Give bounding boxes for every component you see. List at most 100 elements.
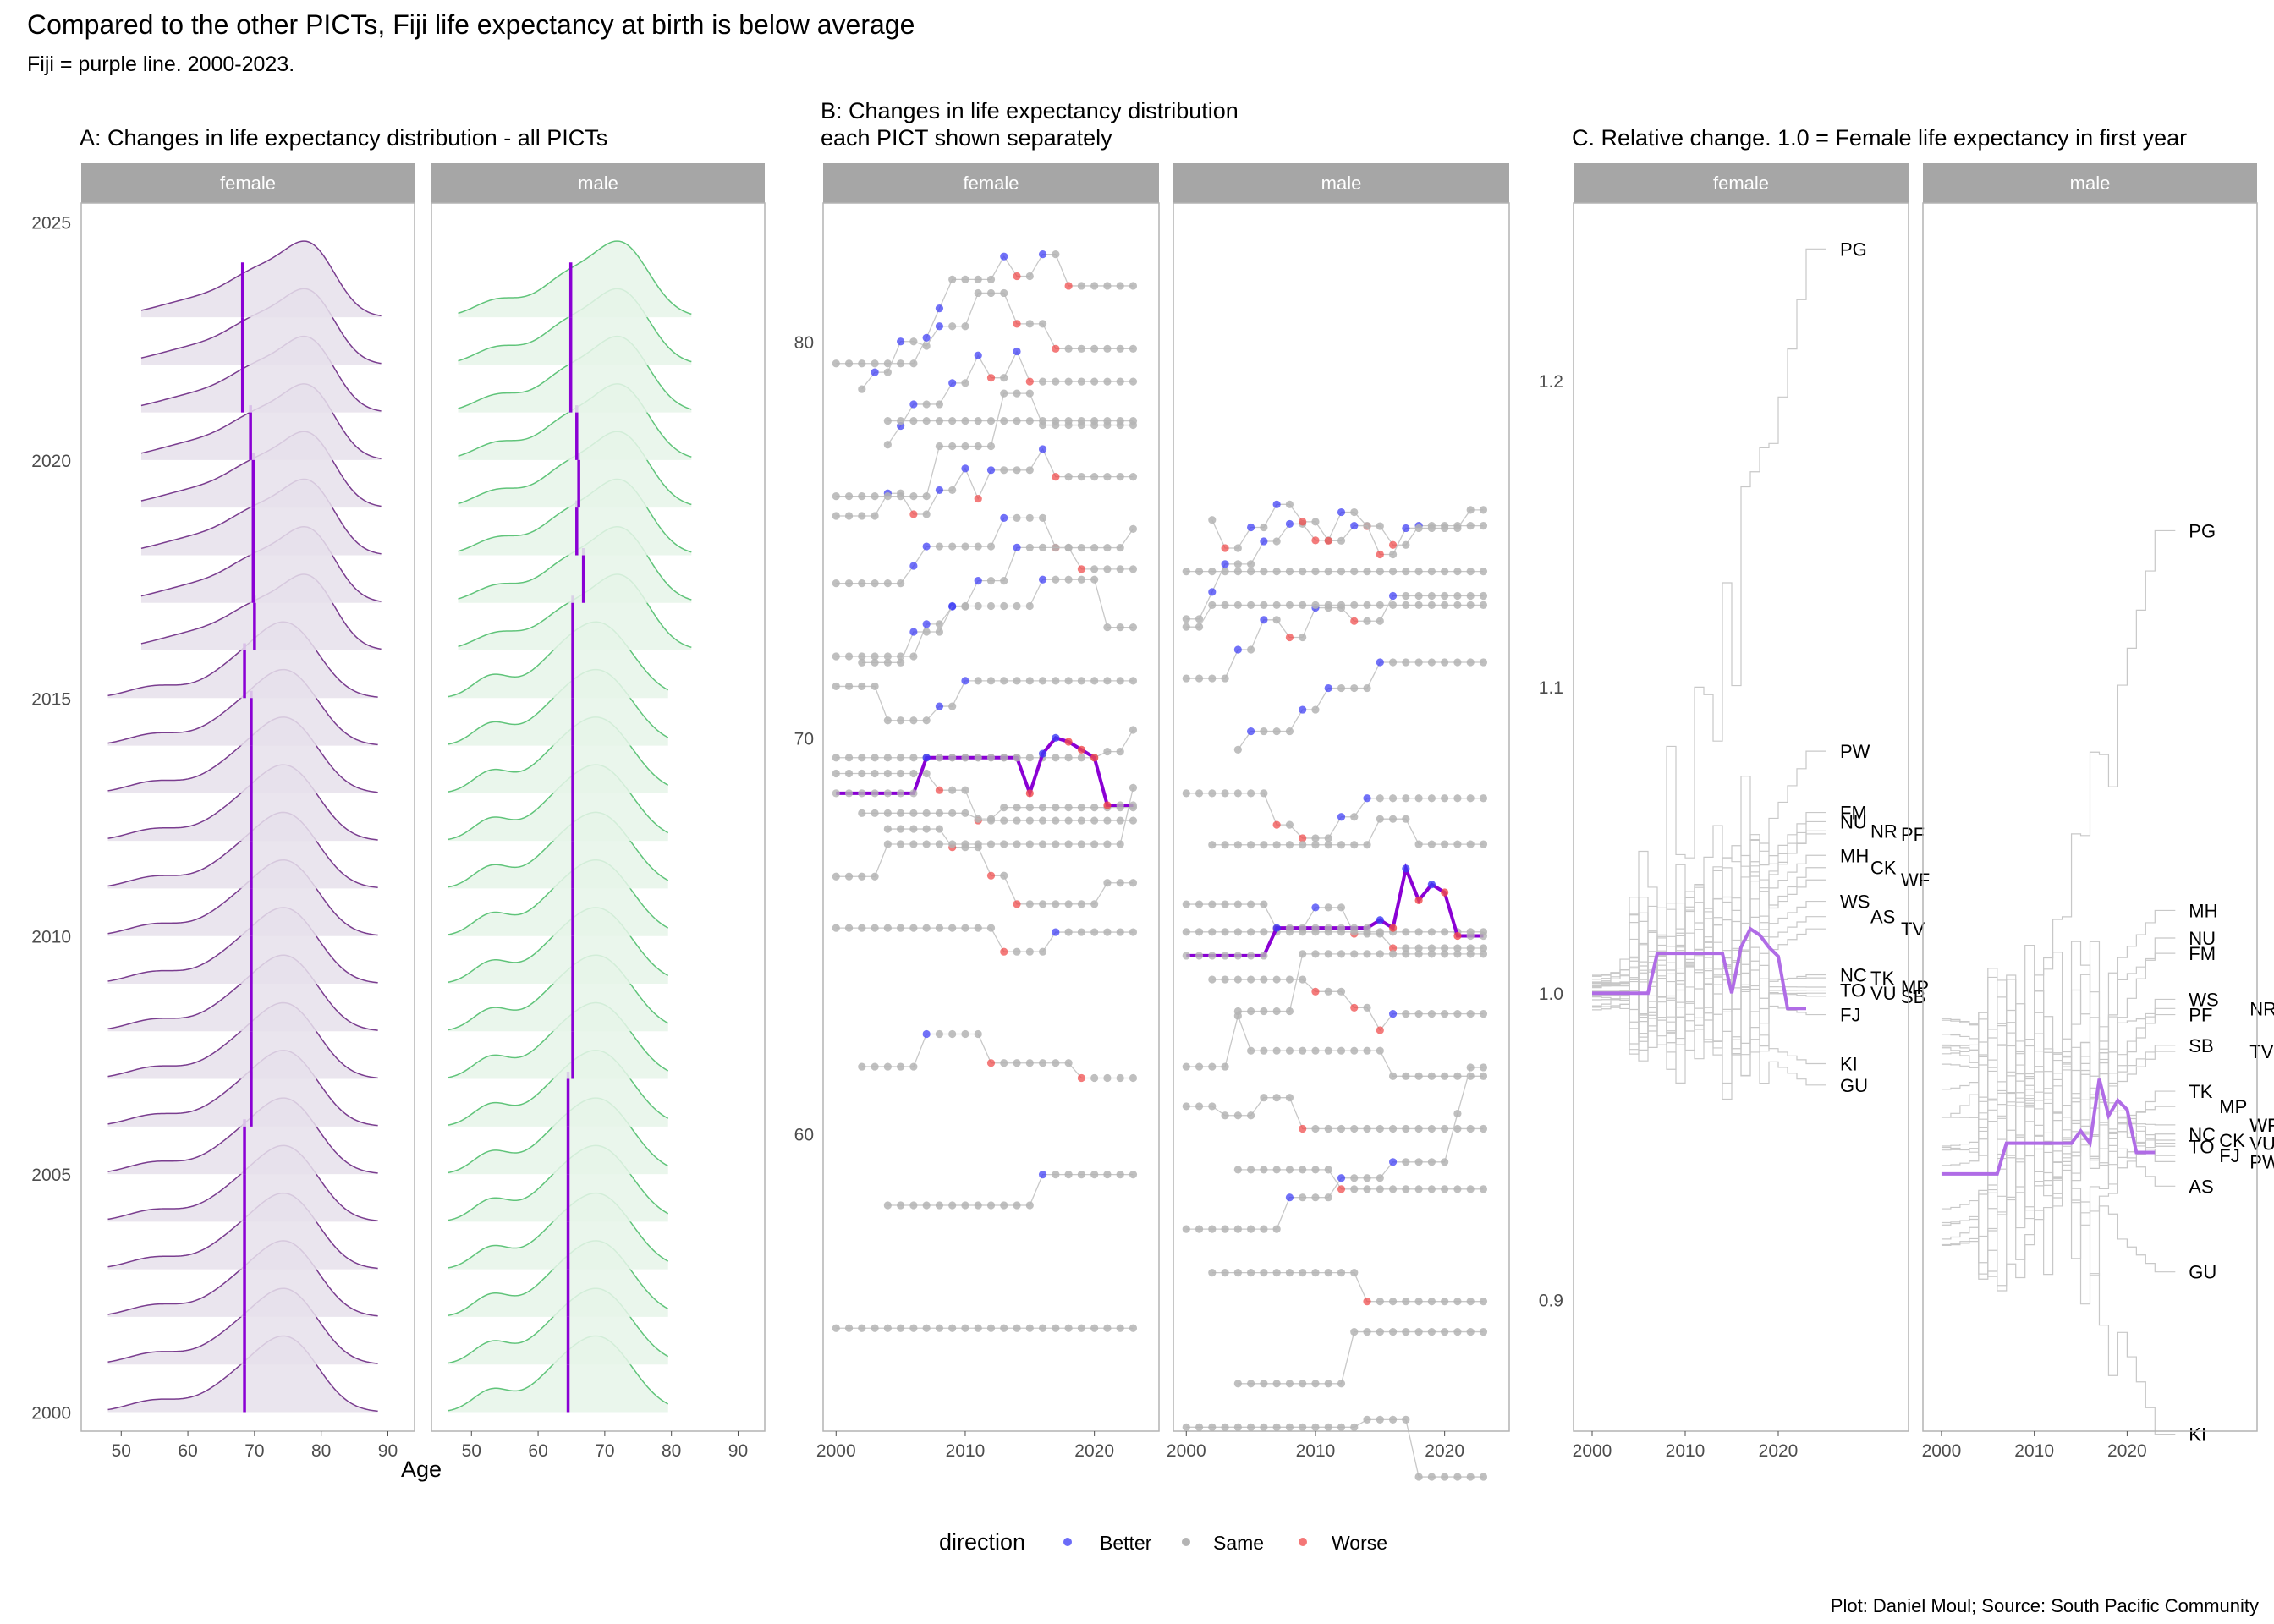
pict-point-worse bbox=[1376, 1026, 1384, 1034]
pict-point-worse bbox=[974, 494, 982, 503]
pict-point-same bbox=[1103, 1171, 1112, 1179]
pict-point-same bbox=[1311, 1269, 1320, 1277]
ridge-fill-male bbox=[458, 241, 692, 318]
fiji-point-worse bbox=[1441, 888, 1449, 897]
ridge-line-female bbox=[140, 240, 382, 317]
pict-point-same bbox=[1025, 543, 1034, 551]
pict-point-same bbox=[883, 1201, 892, 1210]
pict-point-same bbox=[1479, 1009, 1488, 1018]
pict-point-same bbox=[1272, 568, 1281, 576]
pict-point-same bbox=[1453, 1109, 1462, 1118]
pict-point-same bbox=[1090, 928, 1099, 936]
panel-c-x-tick-label: 2020 bbox=[1759, 1441, 1799, 1461]
pict-point-same bbox=[1388, 1298, 1398, 1306]
panel-a-y-tick-label: 2010 bbox=[31, 928, 71, 947]
pict-point-same bbox=[1052, 250, 1060, 259]
pict-point-same bbox=[1233, 560, 1242, 568]
fiji-point-same bbox=[871, 789, 879, 798]
pict-point-same bbox=[961, 275, 969, 283]
pict-point-same bbox=[1441, 591, 1449, 601]
pict-point-same bbox=[883, 840, 892, 848]
panel-a-x-tick-label: 60 bbox=[528, 1441, 547, 1461]
pict-point-same bbox=[1466, 1185, 1475, 1193]
fiji-point-same bbox=[1129, 801, 1138, 809]
pict-point-same bbox=[1479, 840, 1488, 848]
pict-point-same bbox=[1376, 815, 1384, 823]
panel-a-y-tick-label: 2020 bbox=[31, 452, 71, 471]
pict-point-same bbox=[1000, 466, 1008, 475]
pict-point-same bbox=[986, 288, 996, 298]
pict-point-same bbox=[844, 754, 854, 762]
pict-point-same bbox=[974, 542, 982, 551]
pict-point-same bbox=[844, 682, 854, 691]
pict-point-better bbox=[909, 628, 918, 636]
pict-point-same bbox=[871, 924, 879, 932]
pict-label: NU bbox=[1840, 811, 1867, 832]
panel-b-x-tick-label: 2000 bbox=[816, 1441, 856, 1461]
pict-point-same bbox=[1182, 1062, 1190, 1071]
pict-point-same bbox=[1427, 601, 1436, 609]
pict-point-same bbox=[897, 769, 905, 778]
pict-point-same bbox=[1299, 1423, 1307, 1431]
pict-point-same bbox=[1414, 1473, 1423, 1481]
pict-point-same bbox=[1402, 1124, 1410, 1133]
pict-point-same bbox=[1233, 1007, 1242, 1016]
facet-label-c-female: female bbox=[1713, 173, 1769, 194]
pict-point-same bbox=[1414, 591, 1423, 601]
pict-point-same bbox=[922, 769, 931, 778]
pict-point-same bbox=[1324, 601, 1332, 609]
pict-point-worse bbox=[986, 871, 996, 880]
pict-label: MP bbox=[2219, 1096, 2247, 1117]
pict-point-same bbox=[1441, 1124, 1449, 1133]
pict-point-same bbox=[1311, 1423, 1320, 1431]
pict-point-same bbox=[1299, 975, 1307, 984]
pict-point-same bbox=[1052, 575, 1060, 584]
pict-relative-line bbox=[1592, 922, 1826, 1045]
pict-point-same bbox=[1000, 1059, 1008, 1067]
pict-point-same bbox=[986, 577, 996, 585]
pict-relative-line bbox=[1592, 248, 1826, 989]
pict-point-same bbox=[1260, 928, 1268, 936]
pict-point-same bbox=[948, 1029, 957, 1039]
pict-point-same bbox=[1414, 601, 1423, 609]
pict-point-worse bbox=[935, 786, 944, 794]
pict-point-same bbox=[1129, 1073, 1138, 1083]
pict-point-same bbox=[1311, 601, 1320, 609]
pict-point-worse bbox=[1013, 900, 1021, 908]
pict-point-same bbox=[974, 840, 982, 848]
pict-point-worse bbox=[1337, 1185, 1346, 1193]
pict-point-better bbox=[1013, 347, 1021, 356]
pict-series-line bbox=[1211, 818, 1484, 846]
pict-point-same bbox=[1052, 677, 1060, 685]
pict-point-same bbox=[1414, 1185, 1423, 1193]
pict-point-same bbox=[1324, 1046, 1332, 1055]
pict-point-same bbox=[897, 658, 905, 667]
pict-point-same bbox=[1324, 1166, 1332, 1174]
pict-point-same bbox=[858, 1324, 866, 1332]
pict-point-same bbox=[1064, 1324, 1073, 1332]
pict-point-same bbox=[1038, 1324, 1047, 1332]
pict-point-same bbox=[909, 754, 918, 762]
pict-point-same bbox=[1402, 1072, 1410, 1080]
legend-key-worse bbox=[1299, 1538, 1307, 1546]
pict-point-same bbox=[1233, 975, 1242, 984]
pict-label: TV bbox=[1901, 919, 1925, 940]
pict-point-same bbox=[1116, 282, 1124, 290]
pict-point-same bbox=[1376, 601, 1384, 609]
pict-point-same bbox=[858, 492, 866, 501]
pict-point-same bbox=[1052, 754, 1060, 762]
pict-point-same bbox=[1233, 1166, 1242, 1174]
pict-point-same bbox=[1103, 840, 1112, 848]
pict-point-same bbox=[974, 677, 982, 685]
pict-point-better bbox=[948, 379, 957, 387]
pict-point-same bbox=[1363, 683, 1371, 693]
pict-point-same bbox=[1182, 1423, 1190, 1431]
fiji-point-better bbox=[1376, 916, 1384, 924]
pict-point-same bbox=[1182, 1225, 1190, 1233]
panel-a-x-tick-label: 60 bbox=[178, 1441, 197, 1461]
pict-point-same bbox=[909, 1062, 918, 1071]
pict-point-same bbox=[909, 1324, 918, 1332]
pict-point-same bbox=[1453, 1124, 1462, 1133]
fiji-point-same bbox=[1116, 801, 1124, 809]
pict-point-same bbox=[1025, 677, 1034, 685]
